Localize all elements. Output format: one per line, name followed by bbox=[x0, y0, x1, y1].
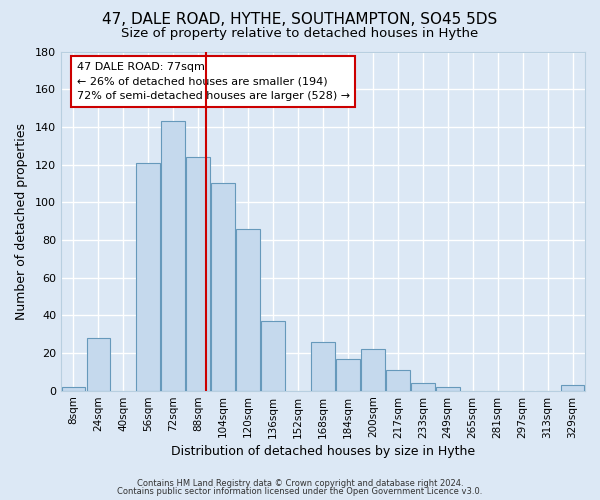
Bar bbox=[161, 121, 185, 390]
Bar bbox=[386, 370, 410, 390]
Bar bbox=[311, 342, 335, 390]
Bar bbox=[261, 321, 285, 390]
X-axis label: Distribution of detached houses by size in Hythe: Distribution of detached houses by size … bbox=[171, 444, 475, 458]
Bar bbox=[411, 383, 434, 390]
Bar bbox=[62, 387, 85, 390]
Bar bbox=[336, 358, 360, 390]
Bar bbox=[211, 184, 235, 390]
Y-axis label: Number of detached properties: Number of detached properties bbox=[15, 122, 28, 320]
Text: Size of property relative to detached houses in Hythe: Size of property relative to detached ho… bbox=[121, 28, 479, 40]
Text: Contains public sector information licensed under the Open Government Licence v3: Contains public sector information licen… bbox=[118, 487, 482, 496]
Text: 47, DALE ROAD, HYTHE, SOUTHAMPTON, SO45 5DS: 47, DALE ROAD, HYTHE, SOUTHAMPTON, SO45 … bbox=[103, 12, 497, 28]
Bar bbox=[136, 162, 160, 390]
Text: 47 DALE ROAD: 77sqm
← 26% of detached houses are smaller (194)
72% of semi-detac: 47 DALE ROAD: 77sqm ← 26% of detached ho… bbox=[77, 62, 350, 102]
Bar bbox=[236, 228, 260, 390]
Bar bbox=[86, 338, 110, 390]
Bar bbox=[187, 157, 210, 390]
Bar bbox=[436, 387, 460, 390]
Text: Contains HM Land Registry data © Crown copyright and database right 2024.: Contains HM Land Registry data © Crown c… bbox=[137, 478, 463, 488]
Bar bbox=[560, 385, 584, 390]
Bar bbox=[361, 349, 385, 391]
